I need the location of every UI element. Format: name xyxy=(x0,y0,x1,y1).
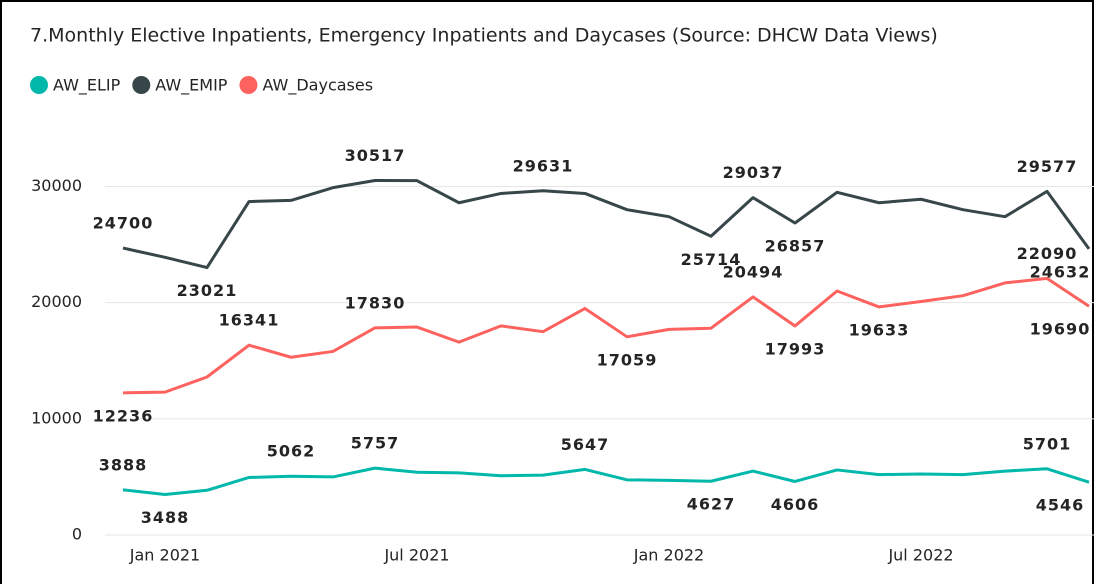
data-label: 3888 xyxy=(99,455,148,474)
data-label: 16341 xyxy=(219,311,280,330)
x-tick-label: Jan 2021 xyxy=(129,546,200,565)
data-label: 25714 xyxy=(681,250,742,269)
data-label: 24632 xyxy=(1030,262,1091,281)
data-label: 19690 xyxy=(1030,320,1091,339)
data-label: 19633 xyxy=(849,320,910,339)
chart-title: 7.Monthly Elective Inpatients, Emergency… xyxy=(30,25,938,47)
x-tick-label: Jul 2022 xyxy=(887,546,953,565)
data-label: 3488 xyxy=(141,508,190,527)
series-line xyxy=(122,178,1091,270)
series-line xyxy=(122,276,1090,395)
data-label: 24700 xyxy=(93,214,154,233)
data-label: 17993 xyxy=(765,339,826,358)
y-tick-label: 20000 xyxy=(31,292,82,311)
data-label: 4606 xyxy=(771,495,820,514)
data-label: 5701 xyxy=(1023,434,1072,453)
legend-label: AW_ELIP xyxy=(53,76,121,96)
legend-label: AW_Daycases xyxy=(262,76,373,96)
legend-marker xyxy=(239,76,258,94)
data-label: 26857 xyxy=(765,236,826,255)
data-label: 5757 xyxy=(351,434,400,453)
data-label: 22090 xyxy=(1017,244,1078,263)
data-label: 5647 xyxy=(561,435,610,454)
x-tick-label: Jan 2022 xyxy=(633,546,704,565)
data-label: 30517 xyxy=(345,146,406,165)
data-label: 17059 xyxy=(597,350,658,369)
data-label: 4627 xyxy=(687,495,736,514)
legend-label: AW_EMIP xyxy=(155,76,228,96)
data-label: 17830 xyxy=(345,293,406,312)
legend-marker xyxy=(30,76,48,94)
y-tick-label: 30000 xyxy=(31,176,82,195)
data-label: 29631 xyxy=(513,156,574,175)
legend-marker xyxy=(132,76,151,94)
data-label: 29577 xyxy=(1017,157,1078,176)
series-line xyxy=(122,466,1090,496)
data-label: 5062 xyxy=(267,442,316,461)
data-label: 20494 xyxy=(723,262,784,281)
data-label: 29037 xyxy=(723,163,784,182)
data-label: 12236 xyxy=(93,406,154,425)
y-tick-label: 0 xyxy=(72,525,82,544)
data-label: 23021 xyxy=(177,281,238,300)
y-tick-label: 10000 xyxy=(31,408,82,427)
x-tick-label: Jul 2021 xyxy=(383,546,449,565)
data-label: 4546 xyxy=(1036,496,1085,515)
